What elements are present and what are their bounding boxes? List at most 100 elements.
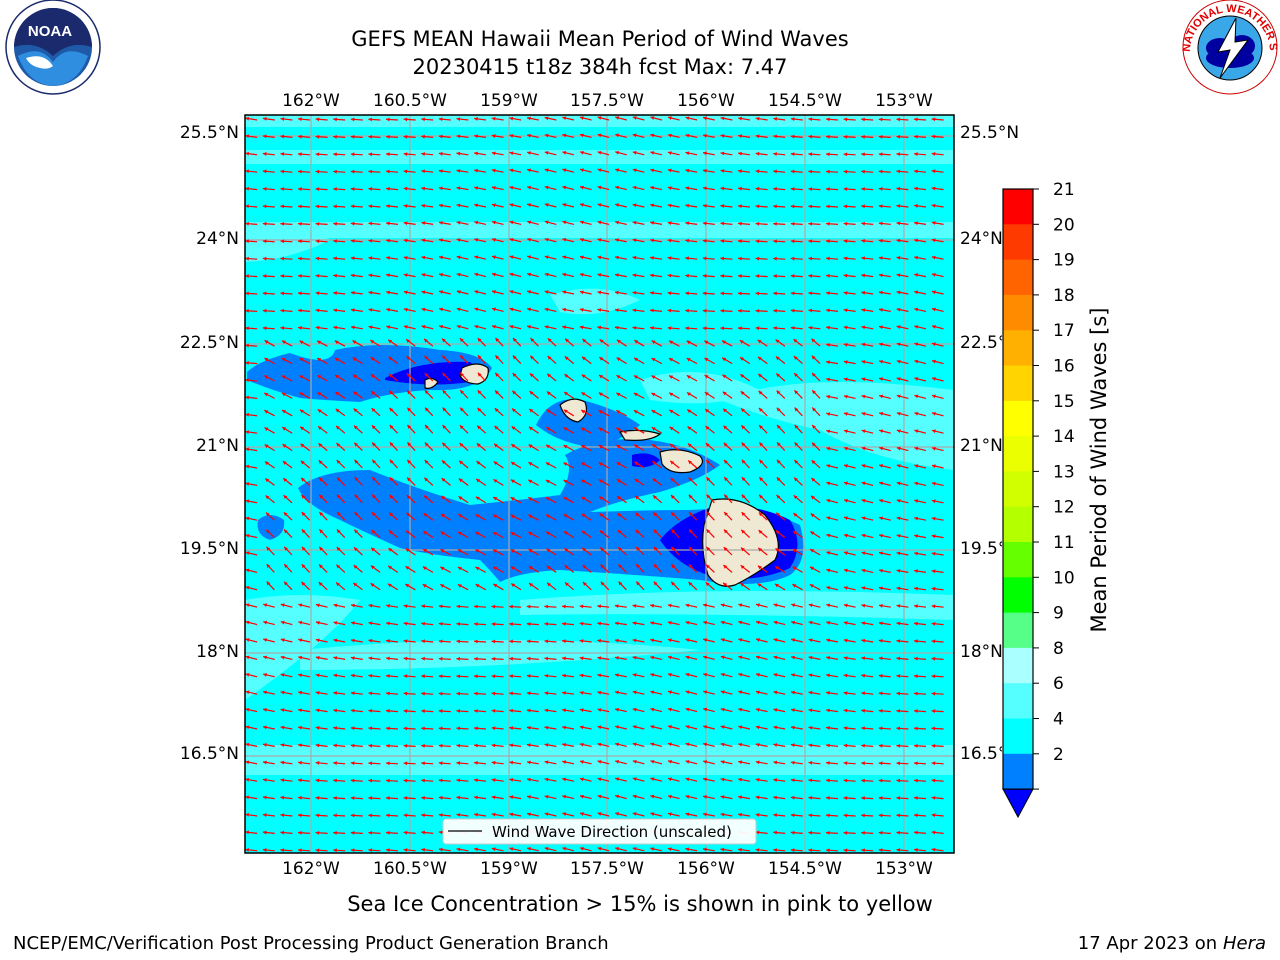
- wave-arrow: [316, 374, 328, 382]
- wave-arrow: [861, 187, 874, 191]
- wave-arrow: [826, 533, 839, 539]
- wave-arrow: [825, 239, 839, 244]
- wave-arrow: [333, 256, 346, 261]
- wave-arrow: [720, 186, 733, 191]
- wave-arrow: [931, 726, 944, 731]
- wave-arrow: [354, 476, 363, 486]
- wave-arrow: [878, 708, 891, 713]
- wave-arrow: [755, 169, 768, 174]
- wave-arrow: [826, 273, 839, 278]
- wave-arrow: [333, 134, 346, 139]
- wave-arrow: [757, 547, 768, 556]
- wave-arrow: [720, 812, 733, 817]
- wave-arrow: [861, 638, 874, 643]
- footer-host: Hera: [1222, 933, 1266, 954]
- wave-arrow: [861, 169, 874, 174]
- wave-arrow: [385, 778, 399, 783]
- wave-arrow: [790, 708, 803, 713]
- wave-arrow: [491, 272, 504, 278]
- wave-arrow: [421, 203, 434, 208]
- wave-arrow: [477, 372, 487, 382]
- wave-arrow: [790, 326, 803, 330]
- lat-label-left: 22.5°N: [180, 333, 239, 353]
- wave-arrow: [720, 221, 733, 226]
- wave-arrow: [474, 307, 487, 312]
- wave-arrow: [740, 424, 751, 434]
- wave-arrow: [245, 655, 258, 660]
- wave-arrow: [650, 759, 663, 765]
- wave-arrow: [562, 794, 575, 800]
- wave-arrow: [650, 238, 663, 243]
- wave-arrow: [245, 412, 258, 417]
- wave-arrow: [474, 847, 487, 852]
- wave-arrow: [773, 795, 786, 800]
- wave-arrow: [509, 622, 522, 626]
- wave-arrow: [280, 725, 293, 730]
- wave-arrow: [826, 446, 839, 452]
- wave-arrow: [299, 409, 311, 417]
- lon-label-top: 154.5°W: [768, 91, 842, 111]
- wave-arrow: [562, 325, 575, 330]
- wave-arrow: [297, 239, 311, 244]
- wave-arrow: [896, 709, 909, 713]
- wave-arrow: [580, 479, 592, 486]
- wave-arrow: [245, 707, 258, 713]
- wave-arrow: [438, 813, 451, 818]
- wave-arrow: [737, 239, 751, 244]
- wave-arrow: [704, 408, 715, 417]
- wave-arrow: [527, 307, 539, 312]
- wave-arrow: [598, 392, 610, 399]
- wave-arrow: [668, 357, 680, 365]
- wave-arrow: [333, 117, 346, 122]
- wave-arrow: [544, 777, 557, 782]
- wave-arrow: [403, 255, 416, 260]
- wave-arrow: [280, 256, 293, 261]
- wave-arrow: [563, 444, 575, 452]
- wave-arrow: [792, 530, 803, 539]
- wave-arrow: [896, 481, 909, 486]
- wave-arrow: [262, 291, 275, 296]
- wave-arrow: [632, 238, 645, 243]
- wave-arrow: [773, 725, 786, 730]
- colorbar-tick-label: 15: [1053, 392, 1075, 412]
- wave-arrow: [826, 360, 839, 365]
- wave-arrow: [703, 638, 715, 643]
- wave-arrow: [315, 778, 328, 783]
- wave-arrow: [738, 672, 751, 678]
- wave-arrow: [528, 444, 539, 452]
- wave-arrow: [491, 622, 504, 627]
- wave-arrow: [245, 482, 258, 486]
- wave-arrow: [776, 441, 786, 452]
- wave-arrow: [280, 291, 293, 296]
- wave-arrow: [773, 638, 786, 643]
- footer-date-text: 17 Apr 2023 on: [1077, 933, 1218, 954]
- wave-arrow: [280, 308, 293, 313]
- wave-arrow: [597, 185, 610, 191]
- wave-arrow: [914, 325, 927, 330]
- wave-arrow: [299, 426, 311, 434]
- wave-arrow: [544, 185, 557, 191]
- wave-arrow: [667, 707, 680, 713]
- lat-label-right: 21°N: [960, 436, 1003, 456]
- wave-arrow: [776, 494, 786, 504]
- wave-arrow: [809, 566, 821, 573]
- wave-arrow: [861, 813, 874, 818]
- wave-arrow: [614, 255, 627, 260]
- wave-arrow: [914, 377, 927, 382]
- wave-arrow: [368, 603, 381, 608]
- wave-arrow: [562, 760, 575, 765]
- wave-arrow: [685, 620, 698, 626]
- lat-label-left: 16.5°N: [180, 744, 239, 764]
- wave-arrow: [403, 273, 416, 278]
- wave-arrow: [491, 639, 504, 644]
- wave-arrow: [403, 290, 416, 295]
- wave-arrow: [702, 308, 715, 313]
- wave-arrow: [896, 726, 909, 731]
- colorbar-tick-label: 8: [1053, 639, 1064, 659]
- wave-arrow: [687, 426, 698, 434]
- wave-arrow: [723, 511, 733, 521]
- wave-arrow: [388, 356, 399, 365]
- wave-arrow: [386, 639, 399, 643]
- wave-arrow: [491, 778, 504, 782]
- wave-arrow: [264, 426, 275, 434]
